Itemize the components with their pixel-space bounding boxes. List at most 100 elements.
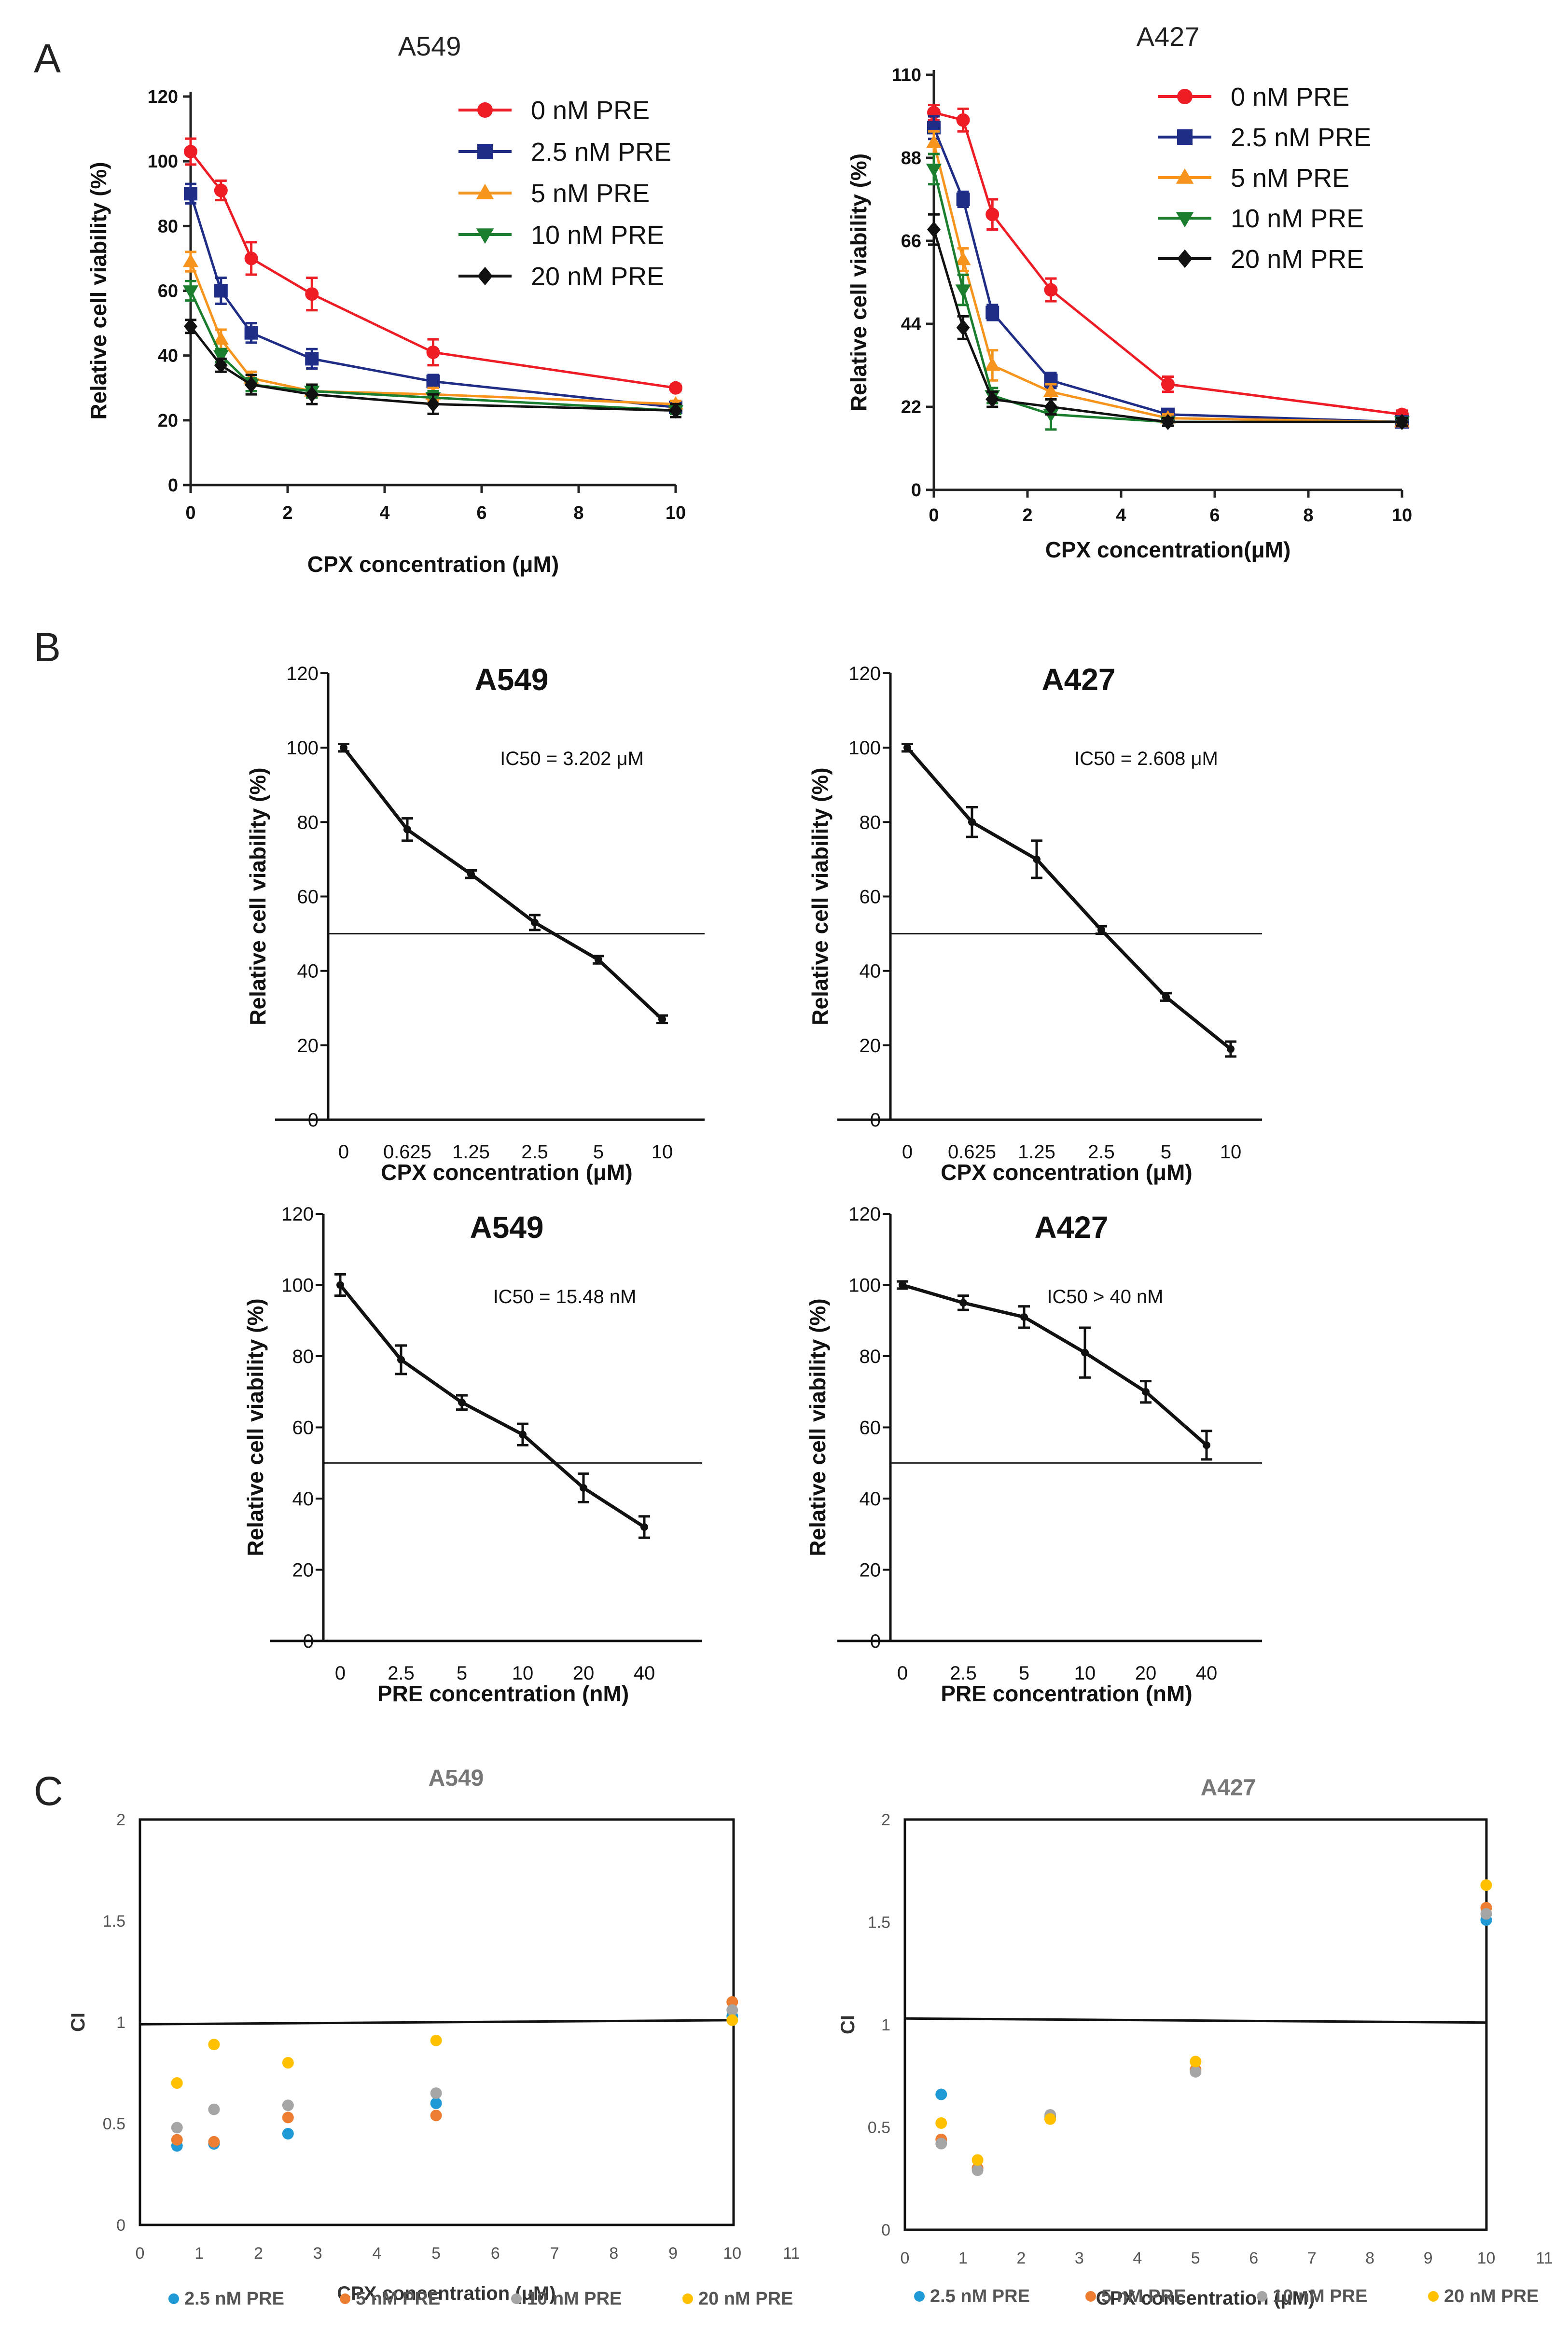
data-point bbox=[182, 253, 199, 267]
x-tick-label: 5 bbox=[1161, 1141, 1171, 1163]
legend-label: 2.5 nM PRE bbox=[531, 138, 671, 167]
legend-label: 5 nM PRE bbox=[1231, 164, 1349, 193]
data-point bbox=[282, 2057, 294, 2069]
data-point bbox=[403, 825, 411, 834]
legend-label: 2.5 nM PRE bbox=[1231, 123, 1371, 152]
data-point bbox=[531, 918, 539, 927]
chart-title: A549 bbox=[429, 1765, 484, 1791]
x-tick-label: 10 bbox=[1220, 1141, 1242, 1163]
x-tick-label: 0 bbox=[338, 1141, 349, 1163]
x-tick-label: 10 bbox=[1477, 2249, 1496, 2267]
data-point bbox=[1097, 926, 1105, 934]
ic50-annotation: IC50 = 3.202 μM bbox=[500, 748, 644, 769]
data-point bbox=[1033, 855, 1041, 863]
x-tick-label: 11 bbox=[783, 2244, 800, 2263]
data-point bbox=[1043, 383, 1059, 397]
data-point bbox=[726, 2004, 738, 2016]
y-tick-label: 100 bbox=[281, 1275, 314, 1296]
data-point bbox=[213, 350, 229, 364]
y-tick-label: 20 bbox=[860, 1035, 881, 1056]
data-point bbox=[244, 376, 258, 393]
legend-label: 5 nM PRE bbox=[531, 179, 650, 208]
data-point bbox=[595, 956, 602, 964]
data-point bbox=[1162, 993, 1170, 1001]
y-tick-label: 20 bbox=[158, 411, 178, 431]
reference-line-ci-1 bbox=[904, 2017, 1487, 2024]
series-0: 0 nM PRE bbox=[927, 83, 1409, 421]
x-tick-label: 0 bbox=[185, 503, 195, 523]
reference-line-ci-1 bbox=[139, 2019, 734, 2026]
legend-label: 10 nM PRE bbox=[531, 221, 664, 250]
y-tick-label: 100 bbox=[848, 737, 881, 759]
y-tick-label: 20 bbox=[297, 1035, 319, 1056]
data-point bbox=[1395, 414, 1409, 431]
legend-marker bbox=[1257, 2291, 1267, 2302]
x-axis-label: CPX concentration (μM) bbox=[307, 552, 559, 577]
data-point bbox=[426, 375, 440, 389]
data-point bbox=[955, 251, 971, 265]
x-tick-label: 2.5 bbox=[521, 1141, 548, 1163]
x-tick-label: 1 bbox=[194, 2244, 204, 2263]
data-point bbox=[214, 183, 228, 197]
data-point bbox=[669, 402, 682, 419]
x-tick-label: 0 bbox=[897, 1663, 908, 1684]
y-tick-label: 0 bbox=[911, 480, 921, 500]
data-point bbox=[956, 320, 970, 336]
legend-marker bbox=[1176, 212, 1194, 228]
x-tick-label: 1.25 bbox=[1018, 1141, 1055, 1163]
data-point bbox=[1044, 399, 1058, 415]
x-tick-label: 0 bbox=[901, 2249, 910, 2267]
series-1: 5 nM PRE bbox=[935, 1902, 1492, 2306]
legend-label: 5 nM PRE bbox=[1101, 2286, 1186, 2306]
chart-a-a427: A427 0 22 44 66 88 110 0 2 4 6 8 10 CPX concentration… bbox=[846, 21, 1412, 562]
y-tick-label: 0 bbox=[116, 2216, 125, 2235]
x-tick-label: 0 bbox=[136, 2244, 145, 2263]
x-tick-label: 11 bbox=[1536, 2249, 1553, 2267]
ic50-annotation: IC50 = 15.48 nM bbox=[493, 1286, 637, 1307]
legend-label: 2.5 nM PRE bbox=[184, 2289, 284, 2309]
data-point bbox=[519, 1431, 527, 1439]
x-tick-label: 2.5 bbox=[1088, 1141, 1115, 1163]
y-tick-label: 120 bbox=[148, 87, 178, 107]
data-point bbox=[1190, 2066, 1202, 2078]
data-point bbox=[580, 1484, 587, 1492]
data-point bbox=[899, 1281, 906, 1289]
series-3: 20 nM PRE bbox=[171, 2014, 793, 2309]
y-tick-label: 20 bbox=[860, 1560, 881, 1581]
legend-marker bbox=[477, 144, 493, 159]
x-tick-label: 9 bbox=[668, 2244, 678, 2263]
chart-a-a549: A549 0 20 40 60 80 100 120 0 2 4 6 8 10 CPX concentrat… bbox=[86, 31, 686, 577]
y-tick-label: 0 bbox=[168, 475, 178, 496]
y-tick-label: 44 bbox=[901, 314, 921, 334]
legend-label: 10 nM PRE bbox=[1273, 2286, 1367, 2306]
data-point bbox=[305, 287, 319, 301]
y-tick-label: 110 bbox=[892, 65, 921, 85]
y-tick-label: 0 bbox=[303, 1631, 314, 1652]
data-point bbox=[467, 870, 475, 878]
x-tick-label: 7 bbox=[1307, 2249, 1317, 2267]
panel-label-c: C bbox=[34, 1768, 63, 1814]
y-tick-label: 0 bbox=[870, 1110, 881, 1131]
y-tick-label: 0.5 bbox=[103, 2115, 125, 2133]
data-point bbox=[640, 1523, 648, 1531]
data-point bbox=[182, 285, 199, 299]
data-point bbox=[305, 352, 319, 366]
data-point bbox=[669, 381, 682, 395]
data-point bbox=[208, 2103, 220, 2115]
x-axis-label: CPX concentration (μM) bbox=[941, 1160, 1192, 1185]
x-tick-label: 8 bbox=[1365, 2249, 1374, 2267]
y-tick-label: 60 bbox=[860, 887, 881, 908]
x-tick-label: 2 bbox=[282, 503, 292, 523]
y-tick-label: 1 bbox=[881, 2016, 890, 2034]
data-point bbox=[926, 164, 942, 178]
legend-marker bbox=[476, 183, 494, 199]
legend-label: 10 nM PRE bbox=[527, 2289, 622, 2309]
x-tick-label: 8 bbox=[573, 503, 583, 523]
data-point bbox=[426, 345, 440, 359]
y-tick-label: 80 bbox=[292, 1346, 314, 1367]
chart-title: A549 bbox=[470, 1210, 544, 1245]
legend-marker bbox=[1085, 2291, 1096, 2302]
x-tick-label: 2 bbox=[1022, 505, 1032, 526]
data-point bbox=[971, 2154, 984, 2166]
